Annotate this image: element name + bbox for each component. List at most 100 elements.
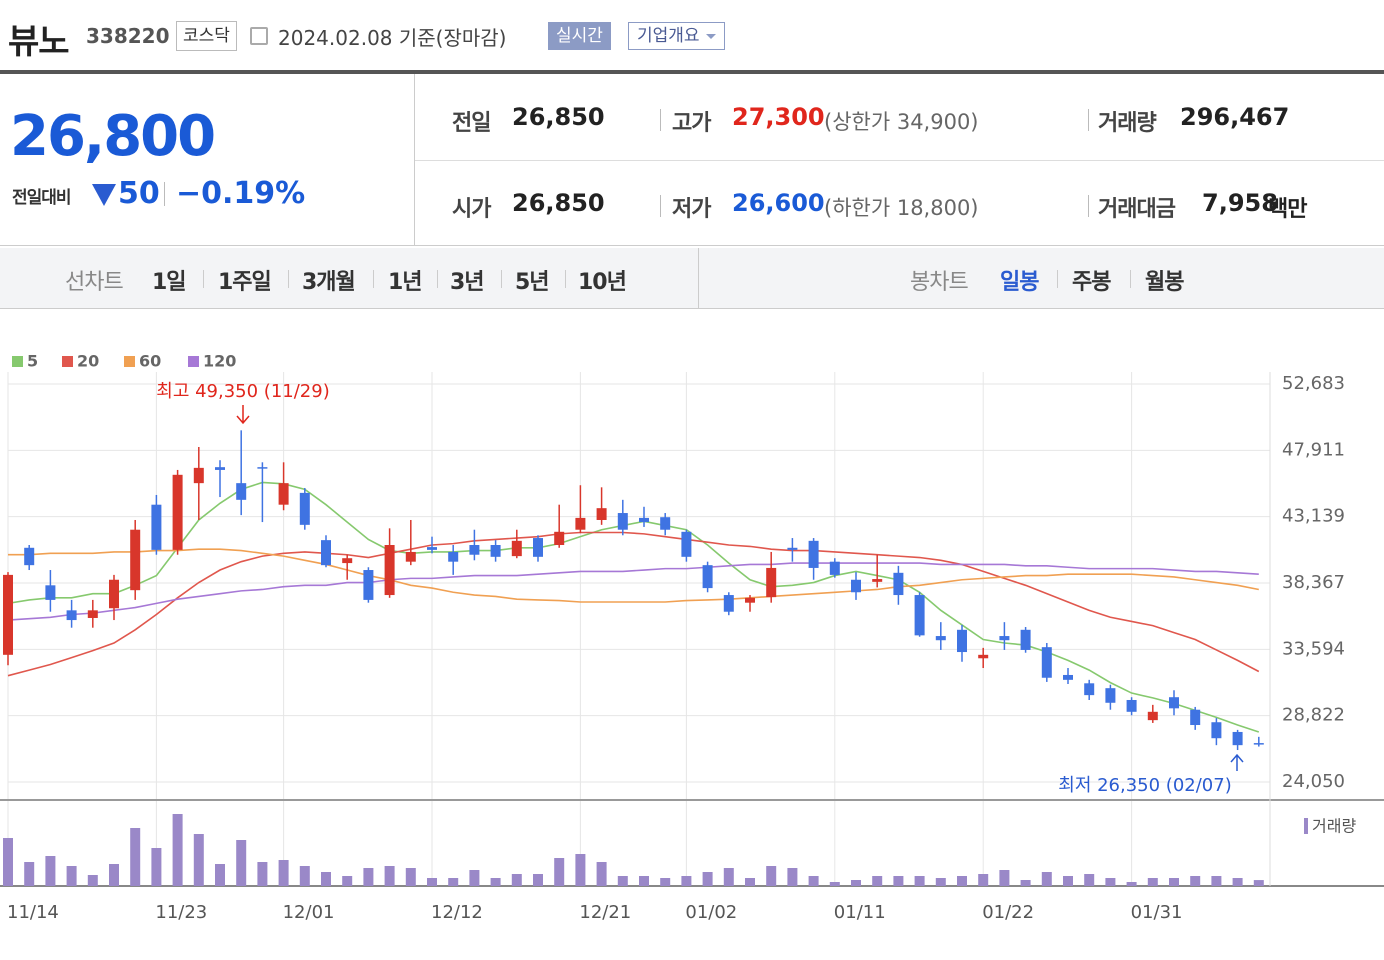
candle-body [681,531,692,557]
x-tick-label: 01/11 [834,902,886,923]
candle-body [829,561,840,575]
x-tick-label: 12/01 [283,902,335,923]
volume-bar [872,876,883,886]
volume-bar [575,854,586,886]
candle-body [511,540,522,557]
candle-body [872,579,883,582]
period-tab[interactable]: 5년 [515,270,550,295]
period-tab[interactable]: 1년 [388,270,423,295]
y-tick-label: 43,139 [1282,506,1345,527]
candle-body [1190,709,1201,726]
candle-body [596,508,607,520]
separator [164,182,165,206]
volume-bar [1020,880,1031,886]
stat-value: 7,958 [1202,189,1278,217]
candle-body [384,545,395,596]
volume-bar [257,862,268,886]
period-tab[interactable]: 월봉 [1145,270,1184,295]
legend-label: 20 [77,352,99,371]
candle-body [702,565,713,589]
tab-group-label: 봉차트 [910,270,969,295]
volume-bar [1084,874,1095,886]
separator [437,270,438,288]
separator [501,270,502,288]
candle-body [363,570,374,600]
candle-body [490,545,501,557]
y-tick-label: 33,594 [1282,638,1345,659]
moving-average-line [7,562,1259,621]
separator [1088,195,1089,217]
candle-body [914,595,925,636]
volume-bar [999,870,1010,886]
stat-value: 26,850 [512,189,605,217]
separator [565,270,566,288]
candle-body [1041,647,1052,678]
volume-bar [1169,878,1179,886]
high-annotation: 최고 49,350 (11/29) [156,381,329,402]
period-tab[interactable]: 1주일 [218,270,272,295]
x-tick-label: 12/21 [579,902,631,923]
stat-label: 거래량 [1098,111,1157,136]
volume-bar [1041,872,1052,886]
change-rate: −0.19% [176,176,306,211]
volume-bar [617,876,628,886]
volume-bar [554,858,565,886]
candle-body [66,610,77,621]
candle-body [978,654,989,659]
candle-body [1211,722,1222,739]
stock-name: 뷰노 [8,22,70,62]
candle-body [1063,674,1073,680]
low-annotation: 최저 26,350 (02/07) [1058,775,1231,796]
separator [1057,270,1058,288]
x-tick-label: 12/12 [431,902,483,923]
candle-body [575,517,586,530]
divider [415,160,1384,161]
volume-bar [448,878,459,886]
candle-body [321,540,331,566]
high-arrow [236,405,250,425]
realtime-button[interactable]: 실시간 [548,22,611,50]
volume-bar [639,876,649,886]
company-info-dropdown[interactable]: 기업개요 [628,22,725,50]
legend-swatch [12,356,23,367]
stat-note: (하한가 18,800) [824,196,979,220]
volume-label: 거래량 [1312,817,1356,836]
y-tick-label: 52,683 [1282,373,1345,394]
separator [203,270,204,288]
candle-body [533,538,543,557]
candle-body [427,547,437,550]
volume-bar [172,814,183,886]
candle-body [999,636,1010,641]
period-tab[interactable]: 3년 [450,270,485,295]
volume-bar [723,868,734,886]
x-tick-label: 01/22 [982,902,1034,923]
candle-body [745,597,755,603]
chart-tabs [0,248,1384,309]
stat-label: 전일 [452,111,491,136]
volume-bar [533,874,543,886]
volume-bar [745,878,755,886]
volume-bar [660,878,671,886]
stock-code: 338220 [86,24,170,48]
volume-bar [321,872,331,886]
period-tab[interactable]: 3개월 [302,270,356,295]
candle-body [766,567,777,598]
candle-body [1147,711,1158,721]
period-tab[interactable]: 1일 [152,270,187,295]
stock-chart: 최고 49,350 (11/29) 최저 26,350 (02/07) 거래량 … [0,352,1384,923]
volume-bar [24,862,35,886]
volume-bar [914,876,925,886]
stat-label: 저가 [672,197,711,222]
volume-bar [236,840,247,886]
candle-body [723,595,734,612]
candle-body [1232,731,1243,746]
candle-body [151,504,162,550]
y-tick-label: 28,822 [1282,705,1345,726]
period-tab[interactable]: 10년 [578,270,627,295]
candle-body [1020,629,1031,650]
period-tab[interactable]: 주봉 [1072,270,1111,295]
period-tab[interactable]: 일봉 [1000,270,1039,295]
volume-bar [469,870,480,886]
down-arrow [92,184,116,206]
stat-label: 고가 [672,111,711,136]
